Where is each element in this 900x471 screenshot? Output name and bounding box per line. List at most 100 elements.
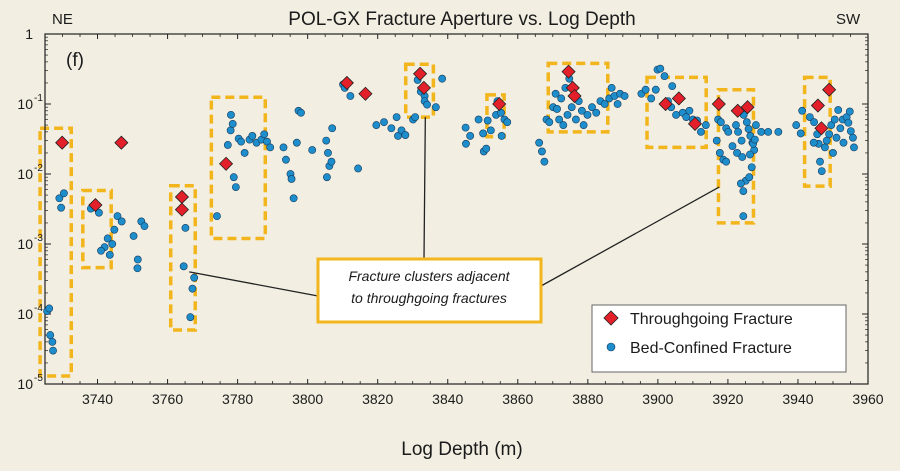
- bed-confined-point: [240, 149, 249, 157]
- y-tick-exponent: -3: [34, 233, 43, 244]
- bed-confined-point: [846, 127, 855, 136]
- bed-confined-point: [372, 121, 381, 129]
- bed-confined-point: [553, 105, 561, 113]
- legend-bedconfined-label: Bed-Confined Fracture: [630, 340, 792, 357]
- cluster-box: [485, 93, 506, 139]
- bed-confined-point: [540, 157, 549, 166]
- x-tick-label: 3800: [292, 391, 323, 407]
- bed-confined-point: [486, 126, 495, 135]
- bed-confined-point: [117, 217, 126, 226]
- bed-confined-point: [392, 113, 401, 121]
- bed-confined-point: [133, 264, 142, 273]
- bed-confined-point: [563, 110, 572, 119]
- bed-confined-point: [660, 72, 669, 81]
- bed-confined-point: [737, 136, 746, 145]
- throughgoing-point: [358, 86, 373, 101]
- bed-confined-point: [750, 135, 759, 144]
- bed-confined-point: [647, 94, 656, 103]
- legend-circle-marker: [606, 342, 616, 352]
- bed-confined-point: [836, 124, 845, 133]
- bed-confined-point: [701, 121, 710, 129]
- y-tick-label: 10: [17, 376, 33, 392]
- y-tick-label: 10: [17, 96, 33, 112]
- bed-confined-point: [715, 149, 724, 157]
- y-tick-exponent: -5: [34, 373, 43, 384]
- bed-confined-point: [732, 121, 740, 129]
- bed-confined-point: [237, 137, 246, 146]
- bed-confined-point: [60, 189, 68, 198]
- bed-confined-point: [401, 131, 410, 139]
- x-tick-label: 3860: [502, 391, 533, 407]
- bed-confined-point: [462, 139, 470, 148]
- bed-confined-point: [113, 212, 122, 221]
- bed-confined-point: [744, 125, 753, 133]
- bed-confined-point: [844, 118, 853, 127]
- bed-confined-point: [181, 223, 190, 232]
- bed-confined-point: [479, 129, 488, 138]
- bed-confined-point: [849, 133, 857, 142]
- bed-confined-point: [461, 123, 470, 132]
- bed-confined-point: [827, 121, 836, 129]
- bed-confined-point: [613, 100, 622, 108]
- cluster-box: [645, 75, 708, 150]
- bed-confined-point: [438, 74, 447, 83]
- bed-confined-point: [817, 167, 826, 176]
- bed-confined-point: [641, 85, 650, 94]
- x-tick-label: 3920: [712, 391, 743, 407]
- bed-confined-point: [792, 121, 801, 129]
- bed-confined-point: [213, 212, 221, 221]
- bed-confined-point: [354, 164, 362, 173]
- x-tick-label: 3760: [152, 391, 183, 407]
- callout-line: [423, 117, 426, 260]
- callout-text-line-1: Fracture clusters adjacent: [348, 268, 510, 284]
- bed-confined-point: [722, 157, 731, 166]
- bed-confined-point: [620, 92, 629, 100]
- bed-confined-point: [672, 110, 680, 119]
- bed-confined-point: [809, 138, 818, 147]
- y-tick-exponent: -4: [34, 303, 43, 314]
- bed-confined-point: [483, 116, 492, 125]
- bed-confined-point: [796, 129, 805, 138]
- points-layer: [43, 64, 858, 355]
- bed-confined-point: [757, 127, 766, 136]
- bed-confined-point: [49, 346, 57, 355]
- bed-confined-point: [346, 92, 355, 100]
- bed-confined-point: [747, 163, 756, 172]
- bed-confined-point: [685, 106, 694, 115]
- bed-confined-point: [805, 113, 814, 121]
- bed-confined-point: [497, 132, 506, 140]
- bed-confined-point: [829, 149, 837, 157]
- bed-confined-point: [179, 262, 188, 271]
- bed-confined-point: [559, 121, 568, 129]
- bed-confined-point: [226, 126, 235, 135]
- bed-confined-point: [466, 132, 475, 140]
- y-tick-exponent: -1: [34, 93, 43, 104]
- plot-frame: [44, 33, 869, 385]
- bed-confined-point: [297, 108, 305, 117]
- throughgoing-point: [492, 96, 507, 112]
- bed-confined-point: [567, 103, 576, 112]
- throughgoing-point: [711, 96, 726, 112]
- bed-confined-point: [651, 85, 660, 94]
- bed-confined-point: [322, 136, 331, 145]
- throughgoing-point: [174, 189, 189, 205]
- chart-title: POL-GX Fracture Aperture vs. Log Depth: [288, 9, 635, 30]
- bed-confined-point: [739, 212, 748, 221]
- bed-confined-point: [223, 141, 232, 149]
- throughgoing-point: [218, 156, 234, 171]
- bed-confined-point: [736, 179, 745, 188]
- bed-confined-point: [600, 100, 609, 108]
- sw-label: SW: [836, 11, 861, 28]
- bed-confined-point: [739, 187, 748, 195]
- bed-confined-point: [798, 106, 807, 115]
- panel-label: (f): [66, 50, 84, 71]
- bed-confined-point: [45, 304, 54, 313]
- bed-confined-point: [308, 146, 317, 154]
- x-tick-label: 3840: [432, 391, 463, 407]
- bed-confined-point: [557, 94, 566, 103]
- bed-confined-point: [832, 133, 841, 142]
- bed-confined-point: [129, 232, 138, 240]
- bed-confined-point: [712, 136, 721, 145]
- bed-confined-point: [474, 115, 483, 124]
